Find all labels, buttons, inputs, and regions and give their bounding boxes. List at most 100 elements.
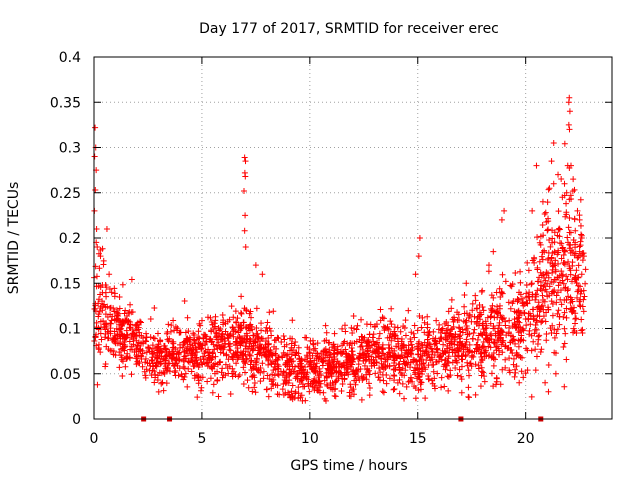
data-point <box>580 308 587 315</box>
data-point <box>538 253 545 260</box>
data-point <box>567 229 574 236</box>
data-point <box>264 319 271 326</box>
data-point <box>195 328 202 335</box>
data-point <box>292 352 299 359</box>
data-point <box>158 349 165 356</box>
data-point <box>94 381 101 388</box>
data-point <box>191 362 198 369</box>
data-point <box>238 310 245 317</box>
data-point <box>553 299 560 306</box>
data-point <box>338 388 345 395</box>
data-point <box>567 192 574 199</box>
data-point <box>212 317 219 324</box>
data-point <box>289 317 296 324</box>
x-tick-label: 10 <box>301 431 319 447</box>
data-point <box>499 271 506 278</box>
data-point <box>313 363 320 370</box>
data-point <box>95 300 102 307</box>
data-point <box>134 342 141 349</box>
data-point <box>577 303 584 310</box>
data-point <box>464 359 471 366</box>
data-point <box>371 348 378 355</box>
data-point <box>395 343 402 350</box>
data-point <box>132 333 139 340</box>
data-point <box>111 285 118 292</box>
data-point <box>451 316 458 323</box>
data-point <box>551 287 558 294</box>
data-point <box>267 347 274 354</box>
data-point <box>463 327 470 334</box>
data-point <box>369 334 376 341</box>
data-point <box>226 332 233 339</box>
data-point <box>570 304 577 311</box>
data-point <box>481 329 488 336</box>
data-point <box>493 289 500 296</box>
data-point <box>245 384 252 391</box>
data-point <box>558 255 565 262</box>
data-point <box>264 372 271 379</box>
data-point <box>302 356 309 363</box>
data-point <box>509 323 516 330</box>
data-point <box>222 361 229 368</box>
data-point <box>442 336 449 343</box>
data-point <box>97 349 104 356</box>
data-point <box>239 356 246 363</box>
data-point <box>334 350 341 357</box>
data-point <box>332 363 339 370</box>
data-point <box>344 365 351 372</box>
data-point <box>266 375 273 382</box>
data-point <box>414 327 421 334</box>
data-point <box>103 225 110 232</box>
data-point <box>485 262 492 269</box>
data-point <box>390 386 397 393</box>
data-point <box>431 352 438 359</box>
data-point <box>185 365 192 372</box>
data-point <box>484 314 491 321</box>
data-point <box>466 341 473 348</box>
data-point <box>429 380 436 387</box>
data-point <box>270 376 277 383</box>
data-point <box>506 317 513 324</box>
data-point <box>258 320 265 327</box>
data-point <box>395 338 402 345</box>
data-point <box>362 350 369 357</box>
data-point <box>409 344 416 351</box>
data-point <box>541 247 548 254</box>
data-point <box>123 327 130 334</box>
data-point <box>289 393 296 400</box>
data-point <box>169 344 176 351</box>
data-point <box>509 300 516 307</box>
data-point <box>405 350 412 357</box>
data-point <box>185 328 192 335</box>
data-point <box>573 280 580 287</box>
data-point <box>321 395 328 402</box>
data-point <box>192 354 199 361</box>
data-point <box>529 207 536 214</box>
data-point <box>315 356 322 363</box>
data-point <box>329 359 336 366</box>
data-point <box>99 245 106 252</box>
data-point <box>337 350 344 357</box>
data-point <box>215 333 222 340</box>
chart-title: Day 177 of 2017, SRMTID for receiver ere… <box>199 21 499 37</box>
data-point <box>215 393 222 400</box>
data-point <box>549 301 556 308</box>
data-point <box>347 381 354 388</box>
data-point <box>265 341 272 348</box>
data-point <box>116 331 123 338</box>
data-point <box>560 280 567 287</box>
data-point <box>281 336 288 343</box>
data-point <box>111 308 118 315</box>
data-point <box>306 388 313 395</box>
data-point <box>414 343 421 350</box>
data-point <box>92 124 99 131</box>
data-point <box>305 376 312 383</box>
data-point <box>446 340 453 347</box>
data-point <box>358 396 365 403</box>
data-point <box>566 94 573 101</box>
data-point <box>429 356 436 363</box>
data-point <box>331 392 338 399</box>
data-point <box>525 316 532 323</box>
data-point <box>350 391 357 398</box>
